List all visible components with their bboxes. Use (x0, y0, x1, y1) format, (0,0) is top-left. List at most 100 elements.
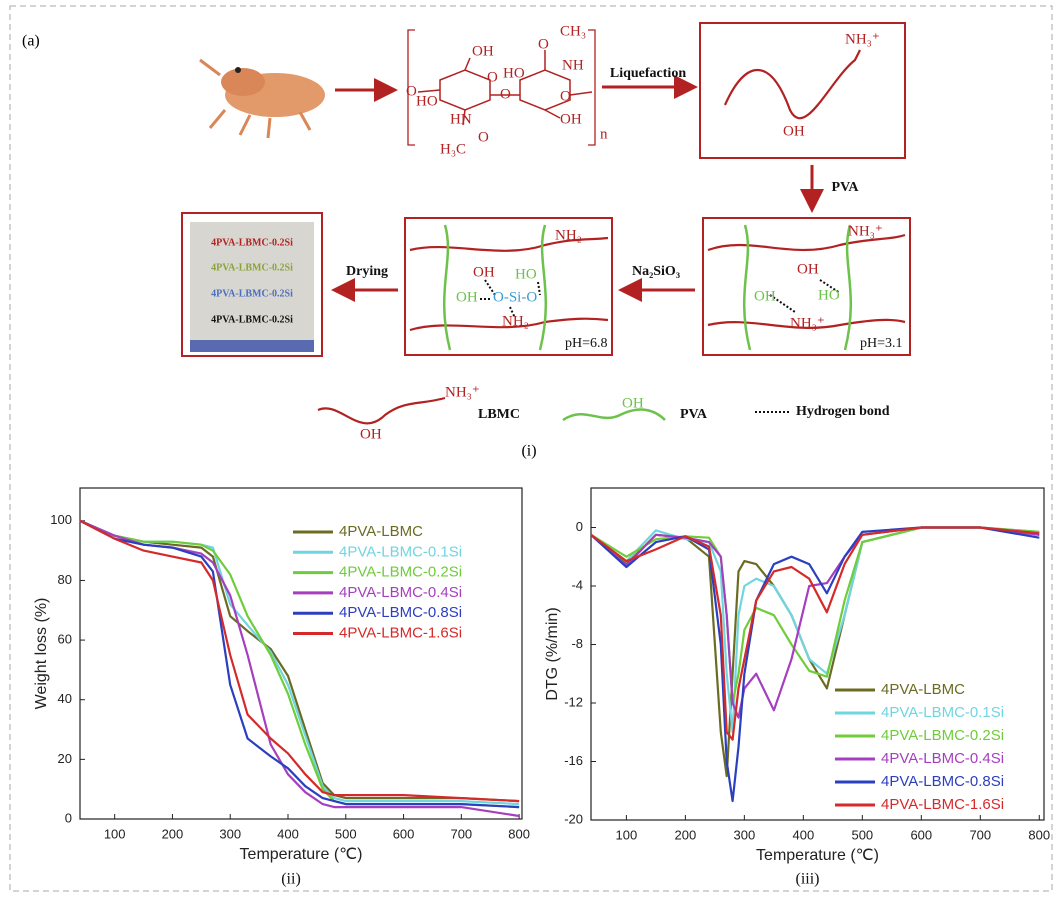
chem-label: O-Si-O (493, 289, 537, 305)
data-line (590, 526, 1040, 734)
caption: (ii) (281, 871, 301, 888)
x-axis-title: Temperature (℃) (240, 846, 363, 863)
x-tick-label: 300 (734, 827, 756, 842)
chem-label: HO (416, 93, 438, 109)
step-label: Na₂SiO₃ (632, 264, 680, 279)
legend-text: PVA (680, 407, 708, 422)
x-tick-label: 400 (792, 827, 814, 842)
chem-label: OH (456, 289, 478, 305)
sample-label: 4PVA-LBMC-0.2Si (211, 237, 293, 248)
y-tick-label: 20 (58, 751, 72, 766)
box (702, 217, 911, 356)
y-tick-label: 100 (50, 512, 72, 527)
chem-label: O (538, 36, 549, 52)
chem-label: O (500, 86, 511, 102)
chem-label: OH (783, 123, 805, 139)
y-tick-label: 0 (65, 810, 72, 825)
y-axis-title: DTG (%/min) (544, 607, 561, 700)
x-tick-label: 100 (104, 826, 126, 841)
y-tick-label: 40 (58, 691, 72, 706)
chem-label: HO (818, 287, 840, 303)
chem-label: O (406, 83, 417, 99)
chem-label: NH₃⁺ (848, 223, 883, 239)
ph-label: pH=3.1 (860, 336, 903, 351)
legend-label: 4PVA-LBMC-0.4Si (881, 750, 1004, 767)
plot-frame (79, 487, 523, 820)
chem-label: O (560, 88, 571, 104)
legend-text: LBMC (478, 407, 520, 422)
step-label: Drying (346, 264, 388, 279)
legend-label: 4PVA-LBMC-0.8Si (339, 604, 462, 621)
lbmc-chain (723, 49, 861, 120)
legend-label: 4PVA-LBMC-0.2Si (339, 564, 462, 581)
x-tick-label: 600 (910, 827, 932, 842)
chem-label: NH₂ (502, 313, 529, 329)
chem-label: NH₃⁺ (445, 384, 480, 400)
step-label: Liquefaction (610, 66, 686, 81)
chem-label: NH (562, 57, 584, 73)
legend-label: 4PVA-LBMC-0.1Si (881, 704, 1004, 721)
data-line (79, 519, 520, 803)
x-tick-label: 200 (162, 826, 184, 841)
chem-label: NH₂ (555, 227, 582, 243)
y-tick-label: -8 (571, 636, 583, 651)
chitin-structure: OH O O HO HN O H₃C O HO NH O O CH₃ OH n (406, 23, 608, 157)
shrimp-image (199, 58, 325, 139)
sample-label: 4PVA-LBMC-0.2Si (211, 288, 293, 299)
box (404, 217, 613, 356)
legend-label: 4PVA-LBMC-0.2Si (881, 727, 1004, 744)
caption: (iii) (796, 871, 820, 888)
legend-label: 4PVA-LBMC (339, 523, 423, 540)
x-tick-label: 500 (335, 826, 357, 841)
y-axis-title: Weight loss (%) (33, 598, 50, 710)
chem-label: NH₃⁺ (845, 31, 880, 47)
chem-label: OH (622, 395, 644, 411)
x-tick-label: 700 (450, 826, 472, 841)
chem-label: CH₃ (560, 23, 586, 39)
y-tick-label: 0 (576, 519, 583, 534)
chem-label: NH₃⁺ (790, 315, 825, 331)
x-tick-label: 600 (393, 826, 415, 841)
legend-label: 4PVA-LBMC-1.6Si (881, 796, 1004, 813)
legend-text: Hydrogen bond (796, 404, 890, 419)
data-line (79, 519, 520, 809)
y-tick-label: -20 (564, 811, 583, 826)
sample-label: 4PVA-LBMC-0.2Si (211, 262, 293, 273)
y-tick-label: 60 (58, 632, 72, 647)
x-tick-label: 700 (969, 827, 991, 842)
box (699, 22, 906, 159)
sample-film (190, 222, 314, 340)
x-tick-label: 200 (675, 827, 697, 842)
chem-label: HO (503, 65, 525, 81)
y-tick-label: -16 (564, 753, 583, 768)
ph-label: pH=6.8 (565, 336, 608, 351)
legend-lbmc (317, 396, 446, 425)
legend-label: 4PVA-LBMC-0.8Si (881, 773, 1004, 790)
x-tick-label: 400 (277, 826, 299, 841)
legend-label: 4PVA-LBMC-0.1Si (339, 543, 462, 560)
panel-label: (a) (22, 33, 40, 50)
data-line (590, 526, 1040, 719)
y-tick-label: -12 (564, 694, 583, 709)
chem-label: OH (797, 261, 819, 277)
chem-label: OH (754, 288, 776, 304)
x-tick-label: 800 (508, 826, 530, 841)
chem-label: OH (473, 264, 495, 280)
chem-label: HO (515, 266, 537, 282)
data-line (590, 526, 1040, 705)
chem-label: O (487, 69, 498, 85)
x-tick-label: 100 (616, 827, 638, 842)
legend-label: 4PVA-LBMC (881, 681, 965, 698)
legend-label: 4PVA-LBMC-1.6Si (339, 624, 462, 641)
y-tick-label: 80 (58, 572, 72, 587)
data-line (79, 519, 520, 803)
sample-background (190, 340, 314, 352)
step-label: PVA (832, 180, 860, 195)
network (707, 224, 906, 351)
chem-label: n (600, 126, 608, 142)
legend-label: 4PVA-LBMC-0.4Si (339, 584, 462, 601)
x-tick-label: 500 (851, 827, 873, 842)
y-tick-label: -4 (571, 577, 583, 592)
